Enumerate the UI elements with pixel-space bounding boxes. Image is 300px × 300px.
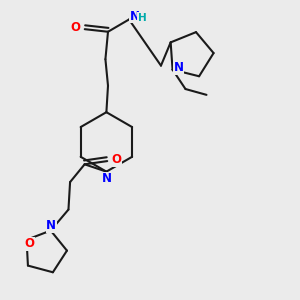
Text: O: O — [111, 153, 121, 166]
Text: N: N — [101, 172, 111, 185]
Text: N: N — [173, 61, 183, 74]
Text: N: N — [46, 219, 56, 232]
Text: O: O — [71, 21, 81, 34]
Text: N: N — [130, 10, 140, 23]
Text: H: H — [137, 13, 146, 23]
Text: O: O — [25, 237, 35, 250]
